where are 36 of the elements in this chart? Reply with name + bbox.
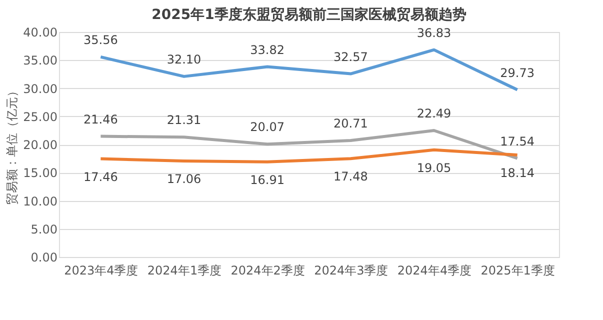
data-label: 17.06 [166,172,202,186]
data-label: 32.57 [333,50,368,64]
data-label: 21.46 [83,112,118,126]
x-tick-label: 2024年4季度 [397,264,472,278]
data-label: 21.31 [166,113,202,128]
y-tick-label: 25.00 [23,110,58,124]
y-tick-label: 0.00 [30,250,58,264]
data-label: 16.91 [250,172,285,187]
data-label: 36.83 [416,26,452,40]
x-tick-label: 2025年1季度 [480,264,555,278]
y-tick-label: 40.00 [23,26,58,40]
data-label: 18.14 [500,166,535,180]
x-tick-label: 2024年1季度 [147,264,222,278]
y-axis-title: 贸易额：单位（亿元） [5,85,20,205]
data-label: 33.82 [250,42,285,57]
data-label: 35.56 [83,32,118,47]
x-tick-label: 2024年2季度 [230,264,305,278]
data-label: 29.73 [500,66,535,80]
data-label: 22.49 [416,106,452,120]
y-tick-label: 10.00 [23,194,58,208]
y-tick-label: 30.00 [23,82,58,96]
x-tick-label: 2023年4季度 [64,264,138,278]
y-tick-label: 5.00 [30,222,58,236]
data-label: 19.05 [416,160,452,175]
y-tick-label: 35.00 [23,54,58,68]
data-label: 17.54 [500,134,535,148]
y-tick-label: 15.00 [23,166,58,180]
y-tick-label: 20.00 [23,138,58,152]
chart-title: 2025年1季度东盟贸易额前三国家医械贸易额趋势 [152,6,466,23]
data-label: 32.10 [166,52,202,66]
data-label: 17.46 [83,170,118,184]
data-label: 20.07 [250,120,285,134]
data-label: 17.48 [333,170,368,184]
line-series [99,148,519,164]
data-label: 20.71 [333,116,368,131]
x-tick-label: 2024年3季度 [314,264,388,278]
